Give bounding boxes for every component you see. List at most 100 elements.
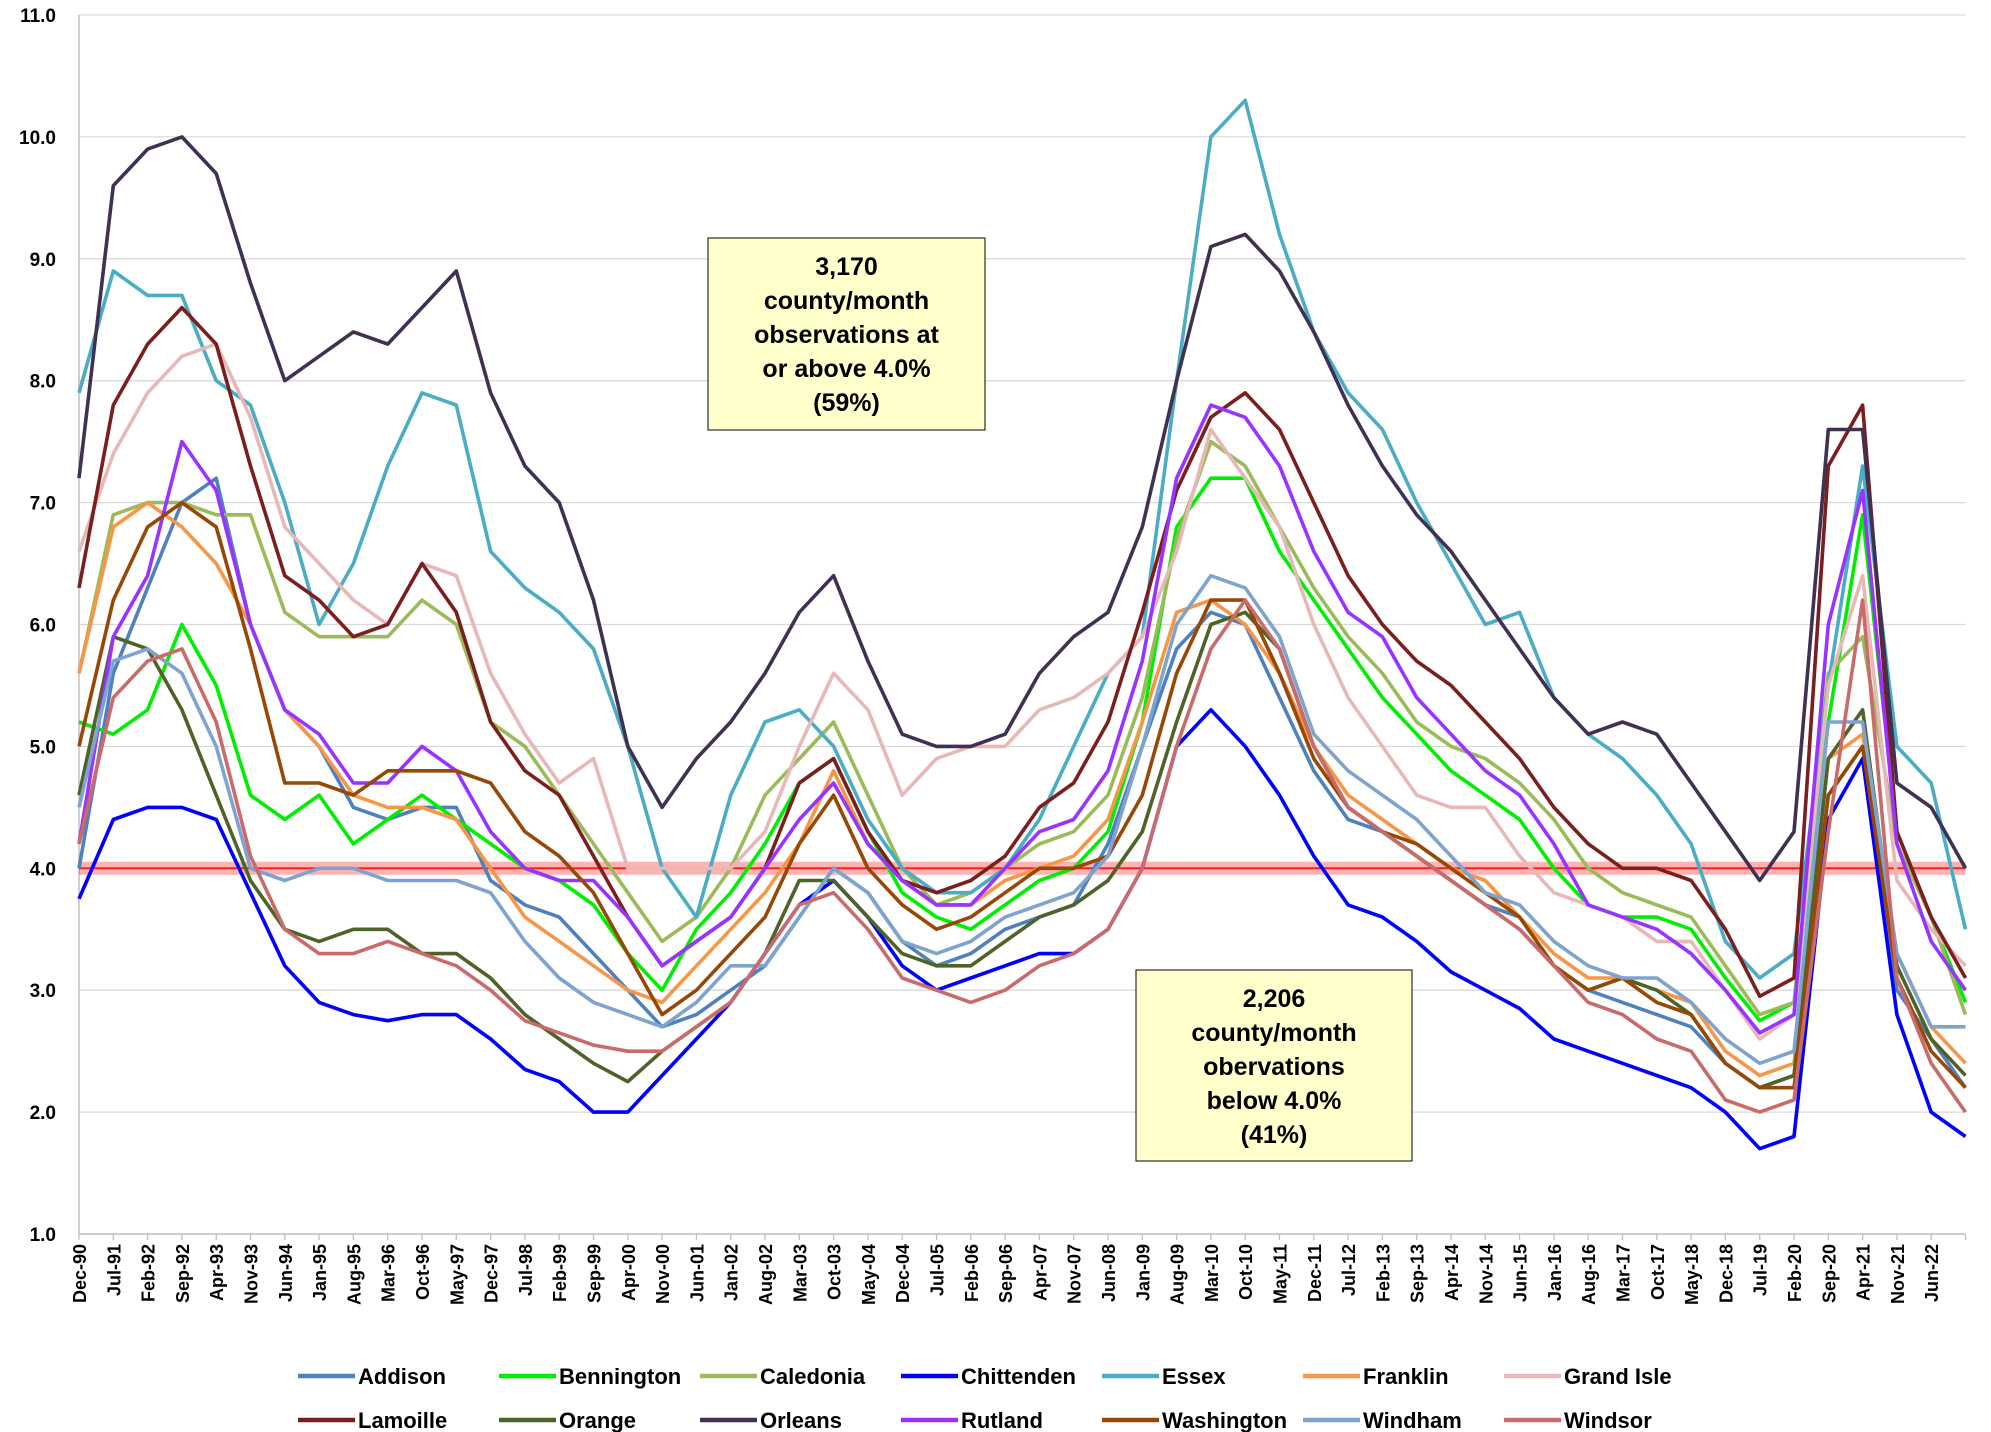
x-tick-label: Jul-98 (516, 1244, 536, 1296)
annotation-text: below 4.0% (1207, 1087, 1342, 1115)
x-tick-label: Sep-13 (1408, 1244, 1428, 1303)
series-line (77, 305, 1968, 999)
x-tick-label: May-11 (1271, 1244, 1291, 1304)
x-tick-label: Oct-10 (1236, 1244, 1256, 1300)
x-tick-label: Feb-06 (962, 1244, 982, 1302)
x-tick-label: Sep-20 (1819, 1244, 1839, 1303)
x-tick-label: Feb-13 (1373, 1244, 1393, 1302)
annotation-text: or above 4.0% (762, 355, 930, 383)
y-tick-label: 7.0 (30, 494, 56, 515)
legend-label: Essex (1162, 1364, 1226, 1389)
x-tick-label: Dec-04 (893, 1244, 913, 1303)
x-tick-label: Feb-92 (139, 1244, 159, 1302)
x-tick-label: Oct-03 (825, 1244, 845, 1300)
x-tick-label: Jan-09 (1133, 1244, 1153, 1301)
x-tick-label: Nov-00 (653, 1244, 673, 1304)
x-tick-label: Oct-96 (413, 1244, 433, 1300)
series-line (77, 500, 1967, 1090)
y-tick-label: 3.0 (30, 981, 56, 1002)
y-tick-label: 6.0 (30, 616, 56, 637)
x-tick-label: Apr-93 (207, 1244, 227, 1301)
legend-label: Addison (358, 1364, 446, 1389)
x-tick-label: Apr-14 (1442, 1244, 1462, 1301)
annotation-text: obervations (1203, 1053, 1345, 1081)
x-tick-label: Dec-11 (1305, 1244, 1325, 1302)
y-tick-label: 1.0 (30, 1225, 56, 1246)
x-tick-label: Mar-17 (1614, 1244, 1634, 1302)
x-tick-label: Mar-10 (1202, 1244, 1222, 1302)
x-tick-label: Nov-14 (1476, 1244, 1496, 1304)
x-tick-label: May-18 (1682, 1244, 1702, 1305)
annotation-text: 3,170 (815, 253, 878, 281)
annotation-text: observations at (754, 321, 939, 349)
x-tick-label: Jul-19 (1751, 1244, 1771, 1296)
x-tick-label: Sep-99 (585, 1244, 605, 1303)
series-line (77, 135, 1968, 883)
x-tick-label: May-97 (447, 1244, 467, 1305)
series-line (77, 573, 1966, 1066)
legend-label: Grand Isle (1564, 1364, 1672, 1389)
legend-label: Windham (1363, 1408, 1462, 1432)
x-tick-label: Jul-05 (928, 1244, 948, 1296)
legend-label: Rutland (961, 1408, 1043, 1432)
x-tick-label: Apr-07 (1030, 1244, 1050, 1301)
x-tick-label: Feb-20 (1785, 1244, 1805, 1302)
y-tick-label: 10.0 (19, 128, 56, 149)
legend-label: Chittenden (961, 1364, 1076, 1389)
annotation-box (707, 237, 986, 431)
y-tick-label: 5.0 (30, 737, 56, 758)
y-tick-label: 11.0 (20, 6, 56, 27)
y-tick-label: 2.0 (30, 1103, 56, 1124)
x-tick-label: May-04 (859, 1244, 879, 1305)
y-tick-label: 8.0 (30, 372, 56, 393)
x-tick-label: Nov-07 (1065, 1244, 1085, 1304)
annotation-text: county/month (1191, 1019, 1356, 1047)
x-tick-label: Jan-95 (310, 1244, 330, 1301)
y-tick-label: 9.0 (30, 250, 56, 271)
x-tick-label: Feb-99 (550, 1244, 570, 1302)
series-line (77, 403, 1967, 1035)
annotation-text: (41%) (1241, 1121, 1308, 1149)
x-tick-label: Aug-16 (1579, 1244, 1599, 1305)
series-line (77, 439, 1968, 1017)
x-tick-label: Dec-18 (1716, 1244, 1736, 1303)
series-line (77, 598, 1967, 1114)
x-tick-label: Jul-91 (104, 1244, 124, 1296)
series-line (77, 342, 1967, 1041)
x-tick-label: Apr-21 (1854, 1244, 1874, 1301)
x-tick-label: Sep-92 (173, 1244, 193, 1303)
annotation-text: 2,206 (1243, 985, 1306, 1013)
annotation-text: county/month (764, 287, 929, 315)
x-tick-label: Jun-22 (1922, 1244, 1942, 1302)
x-tick-label: Aug-09 (1168, 1244, 1188, 1305)
x-tick-label: Aug-02 (756, 1244, 776, 1305)
annotation-text: (59%) (813, 389, 880, 417)
x-tick-label: Mar-96 (379, 1244, 399, 1302)
x-tick-label: Dec-90 (70, 1244, 90, 1303)
series-line (77, 610, 1967, 1090)
legend-label: Orange (559, 1408, 636, 1432)
x-tick-label: Oct-17 (1648, 1244, 1668, 1300)
x-tick-label: Apr-00 (619, 1244, 639, 1301)
annotation-box (1135, 969, 1413, 1162)
series-line (78, 476, 1968, 1023)
x-tick-label: Aug-95 (344, 1244, 364, 1305)
x-tick-label: Jun-08 (1099, 1244, 1119, 1302)
x-tick-label: Dec-97 (482, 1244, 502, 1303)
x-tick-label: Nov-21 (1888, 1244, 1908, 1304)
x-tick-label: Mar-03 (790, 1244, 810, 1302)
x-tick-label: Jan-02 (722, 1244, 742, 1301)
x-tick-label: Sep-06 (996, 1244, 1016, 1303)
series-line (77, 708, 1967, 1151)
legend-label: Franklin (1363, 1364, 1449, 1389)
legend-label: Orleans (760, 1408, 842, 1432)
series-line (77, 98, 1968, 980)
legend-label: Caledonia (760, 1364, 866, 1389)
y-tick-label: 4.0 (30, 859, 56, 880)
legend-label: Lamoille (358, 1408, 447, 1432)
x-tick-label: Jun-15 (1511, 1244, 1531, 1302)
legend-label: Washington (1162, 1408, 1287, 1432)
x-tick-label: Nov-93 (242, 1244, 262, 1304)
x-tick-label: Jun-01 (687, 1244, 707, 1302)
